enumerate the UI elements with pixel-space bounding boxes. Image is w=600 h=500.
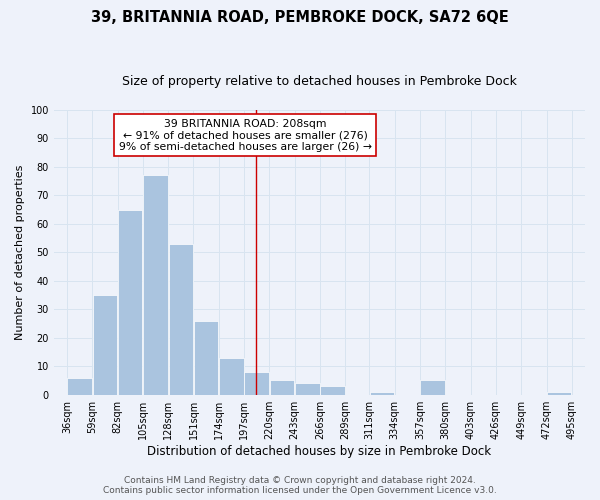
- Bar: [370, 392, 394, 394]
- Bar: [169, 244, 193, 394]
- Bar: [421, 380, 445, 394]
- Bar: [93, 295, 117, 394]
- Bar: [547, 392, 571, 394]
- Text: Contains HM Land Registry data © Crown copyright and database right 2024.
Contai: Contains HM Land Registry data © Crown c…: [103, 476, 497, 495]
- Bar: [270, 380, 294, 394]
- X-axis label: Distribution of detached houses by size in Pembroke Dock: Distribution of detached houses by size …: [148, 444, 491, 458]
- Title: Size of property relative to detached houses in Pembroke Dock: Size of property relative to detached ho…: [122, 75, 517, 88]
- Bar: [143, 176, 168, 394]
- Bar: [219, 358, 244, 395]
- Bar: [295, 384, 320, 394]
- Y-axis label: Number of detached properties: Number of detached properties: [15, 164, 25, 340]
- Text: 39, BRITANNIA ROAD, PEMBROKE DOCK, SA72 6QE: 39, BRITANNIA ROAD, PEMBROKE DOCK, SA72 …: [91, 10, 509, 25]
- Bar: [194, 320, 218, 394]
- Bar: [118, 210, 142, 394]
- Text: 39 BRITANNIA ROAD: 208sqm
← 91% of detached houses are smaller (276)
9% of semi-: 39 BRITANNIA ROAD: 208sqm ← 91% of detac…: [119, 118, 371, 152]
- Bar: [244, 372, 269, 394]
- Bar: [320, 386, 345, 394]
- Bar: [67, 378, 92, 394]
